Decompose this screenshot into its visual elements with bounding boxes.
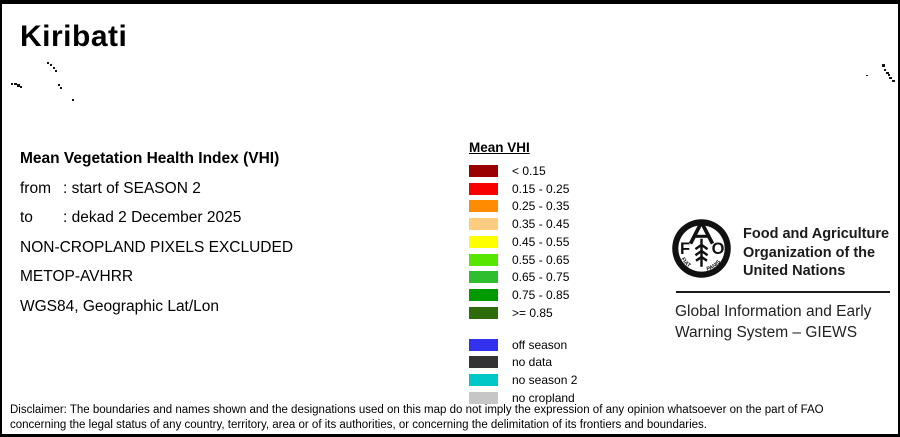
island-dot bbox=[886, 72, 889, 74]
legend-swatch bbox=[469, 218, 498, 231]
legend-class-label: 0.15 - 0.25 bbox=[512, 181, 570, 196]
island-dot bbox=[55, 70, 57, 72]
legend-class-label: < 0.15 bbox=[512, 163, 546, 178]
legend-class-label: 0.65 - 0.75 bbox=[512, 270, 570, 285]
legend-row: no cropland bbox=[469, 389, 577, 407]
legend-class-label: >= 0.85 bbox=[512, 305, 553, 320]
legend-class-label: no data bbox=[512, 355, 553, 370]
giews-title: Global Information and Early Warning Sys… bbox=[675, 301, 871, 343]
info-value-to: : dekad 2 December 2025 bbox=[63, 209, 242, 226]
legend-class-label: 0.25 - 0.35 bbox=[512, 199, 570, 214]
legend-swatch bbox=[469, 306, 498, 319]
legend-swatch bbox=[469, 253, 498, 266]
disclaimer-text: Disclaimer: The boundaries and names sho… bbox=[10, 403, 824, 432]
island-dot bbox=[892, 80, 895, 82]
island-dot bbox=[60, 87, 62, 89]
island-dot bbox=[888, 74, 890, 76]
info-line-cropland-filter: NON-CROPLAND PIXELS EXCLUDED bbox=[20, 238, 294, 256]
legend-class-label: no season 2 bbox=[512, 373, 578, 388]
info-value-from: : start of SEASON 2 bbox=[63, 179, 201, 197]
legend-swatch bbox=[469, 200, 498, 213]
legend-class-label: 0.55 - 0.65 bbox=[512, 252, 570, 267]
island-dot bbox=[20, 86, 22, 88]
island-dot bbox=[884, 69, 886, 71]
map-legend: Mean VHI < 0.15 0.15 - 0.25 0.25 - 0.35 0.3… bbox=[469, 140, 577, 407]
legend-row: no season 2 bbox=[469, 371, 577, 389]
fao-org-line-2: Organization of the bbox=[743, 244, 876, 261]
info-line-projection: WGS84, Geographic Lat/Lon bbox=[20, 297, 220, 315]
legend-row: < 0.15 bbox=[469, 162, 577, 180]
legend-swatch bbox=[469, 374, 498, 387]
info-heading: Mean Vegetation Health Index (VHI) bbox=[20, 150, 280, 167]
legend-row: >= 0.85 bbox=[469, 304, 577, 322]
island-dot bbox=[11, 83, 13, 85]
giews-line-2: Warning System – GIEWS bbox=[675, 324, 858, 341]
fao-divider-line bbox=[676, 291, 890, 293]
island-dot bbox=[47, 62, 49, 64]
legend-swatch bbox=[469, 235, 498, 248]
legend-swatch bbox=[469, 164, 498, 177]
legend-class-label: 0.35 - 0.45 bbox=[512, 217, 570, 232]
island-dot bbox=[53, 67, 55, 69]
info-label-to: to bbox=[20, 209, 33, 226]
legend-class-label: 0.45 - 0.55 bbox=[512, 234, 570, 249]
legend-swatch bbox=[469, 338, 498, 351]
island-dot bbox=[882, 64, 885, 67]
legend-row: 0.35 - 0.45 bbox=[469, 215, 577, 233]
legend-class-label: 0.75 - 0.85 bbox=[512, 288, 570, 303]
map-info-block: Mean Vegetation Health Index (VHI) from:… bbox=[20, 144, 293, 321]
legend-swatch bbox=[469, 289, 498, 302]
island-dot bbox=[14, 83, 17, 85]
legend-row: 0.55 - 0.65 bbox=[469, 251, 577, 269]
page-title: Kiribati bbox=[20, 20, 128, 53]
legend-row: off season bbox=[469, 336, 577, 354]
legend-row: no data bbox=[469, 354, 577, 372]
island-dot bbox=[889, 77, 892, 79]
legend-swatch bbox=[469, 391, 498, 404]
fao-org-line-1: Food and Agriculture bbox=[743, 226, 890, 242]
svg-text:O: O bbox=[712, 240, 725, 258]
legend-class-label: no cropland bbox=[512, 390, 575, 405]
svg-text:F: F bbox=[680, 240, 690, 258]
legend-row: 0.75 - 0.85 bbox=[469, 286, 577, 304]
legend-title: Mean VHI bbox=[469, 140, 530, 155]
legend-swatch bbox=[469, 271, 498, 284]
legend-swatch bbox=[469, 356, 498, 369]
legend-vhi-classes: < 0.15 0.15 - 0.25 0.25 - 0.35 0.35 - 0.45 0… bbox=[469, 162, 577, 322]
disclaimer-line-1: Disclaimer: The boundaries and names sho… bbox=[10, 404, 824, 416]
island-dot bbox=[58, 84, 60, 86]
info-label-from: from bbox=[20, 179, 51, 197]
disclaimer-line-2: concerning the legal status of any count… bbox=[10, 418, 707, 431]
info-line-sensor: METOP-AVHRR bbox=[20, 268, 134, 285]
island-dot bbox=[72, 99, 74, 101]
island-dot bbox=[50, 64, 52, 66]
legend-class-label: off season bbox=[512, 337, 568, 352]
info-line-to: to : dekad 2 December 2025 bbox=[20, 203, 293, 233]
island-dot bbox=[17, 84, 20, 87]
legend-swatch bbox=[469, 182, 498, 195]
legend-row: 0.15 - 0.25 bbox=[469, 180, 577, 198]
legend-row: 0.45 - 0.55 bbox=[469, 233, 577, 251]
legend-special-classes: off season no data no season 2 no cropland bbox=[469, 336, 577, 407]
legend-row: 0.65 - 0.75 bbox=[469, 269, 577, 287]
fao-org-name: Food and Agriculture Organization of the… bbox=[743, 225, 889, 281]
fao-org-line-3: United Nations bbox=[743, 263, 846, 279]
island-dot bbox=[866, 75, 868, 76]
legend-row: 0.25 - 0.35 bbox=[469, 198, 577, 216]
giews-line-1: Global Information and Early bbox=[675, 303, 872, 320]
info-line-from: from : start of SEASON 2 bbox=[20, 174, 293, 204]
fao-logo-icon: F O FIAT PANIS bbox=[672, 219, 731, 278]
